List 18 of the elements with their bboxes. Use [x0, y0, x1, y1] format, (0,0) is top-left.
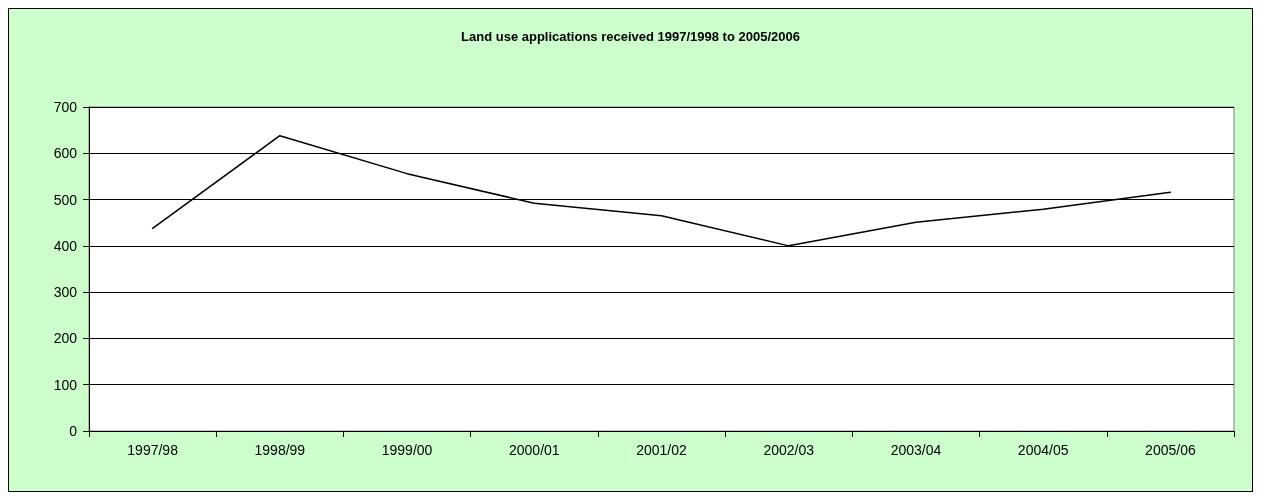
y-tick-label: 0 — [69, 423, 78, 439]
y-tick-label: 100 — [53, 376, 78, 393]
x-tick-label: 2000/01 — [508, 442, 560, 458]
y-tick-label: 300 — [53, 284, 78, 301]
x-tick-label: 2001/02 — [636, 442, 688, 458]
x-tick-label: 2003/04 — [890, 442, 942, 458]
y-tick-label: 200 — [53, 330, 78, 347]
x-tick-label: 1998/99 — [254, 442, 306, 458]
x-tick-label: 2005/06 — [1145, 442, 1196, 458]
x-tick-label: 2002/03 — [763, 442, 815, 458]
y-tick-label: 400 — [53, 237, 78, 254]
y-tick-label: 700 — [53, 99, 78, 115]
x-tick-label: 1997/98 — [127, 442, 179, 458]
chart-title: Land use applications received 1997/1998 to 2005/2006 — [461, 29, 800, 44]
x-tick-label: 1999/00 — [381, 442, 433, 458]
y-tick-label: 600 — [53, 145, 78, 162]
x-tick-label: 2004/05 — [1017, 442, 1069, 458]
y-tick-label: 500 — [53, 191, 78, 208]
